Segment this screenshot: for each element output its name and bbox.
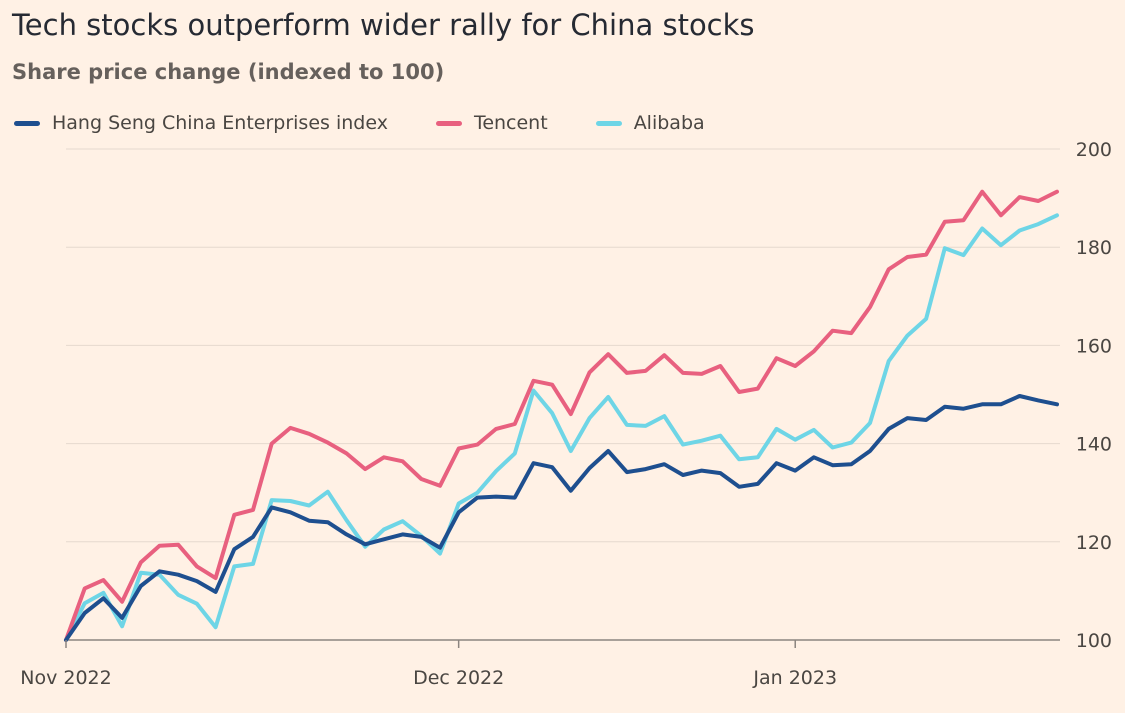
x-tick-label-0: Nov 2022 xyxy=(20,667,111,689)
series-line-tencent xyxy=(64,189,1059,642)
chart-title: Tech stocks outperform wider rally for C… xyxy=(12,8,755,42)
y-tick-label-160: 160 xyxy=(1076,335,1112,357)
legend-item-alibaba: Alibaba xyxy=(595,112,705,134)
x-axis: Nov 2022 Dec 2022 Jan 2023 xyxy=(20,640,837,689)
chart-legend: Hang Seng China Enterprises index Tencen… xyxy=(14,112,753,134)
y-tick-label-180: 180 xyxy=(1076,237,1112,259)
y-tick-label-140: 140 xyxy=(1076,434,1112,456)
legend-item-tencent: Tencent xyxy=(435,112,548,134)
legend-swatch-hang-seng xyxy=(14,120,40,126)
legend-label-tencent: Tencent xyxy=(473,112,548,134)
y-axis: 100 120 140 160 180 200 xyxy=(1076,139,1112,652)
legend-label-alibaba: Alibaba xyxy=(633,112,705,134)
series-line-hang-seng-china-enterprises-index xyxy=(64,394,1059,642)
y-tick-label-200: 200 xyxy=(1076,139,1112,161)
chart-subtitle: Share price change (indexed to 100) xyxy=(12,60,445,84)
series-line-alibaba xyxy=(64,213,1059,642)
grid-lines xyxy=(66,148,1060,641)
legend-swatch-alibaba xyxy=(595,120,622,126)
legend-label-hang-seng: Hang Seng China Enterprises index xyxy=(52,112,388,134)
legend-swatch-tencent xyxy=(435,120,462,126)
series-lines xyxy=(64,189,1059,642)
x-tick-label-2: Jan 2023 xyxy=(752,667,837,689)
x-tick-label-1: Dec 2022 xyxy=(413,667,504,689)
legend-item-hang-seng: Hang Seng China Enterprises index xyxy=(14,112,388,134)
y-tick-label-120: 120 xyxy=(1076,532,1112,554)
y-tick-label-100: 100 xyxy=(1076,630,1112,652)
